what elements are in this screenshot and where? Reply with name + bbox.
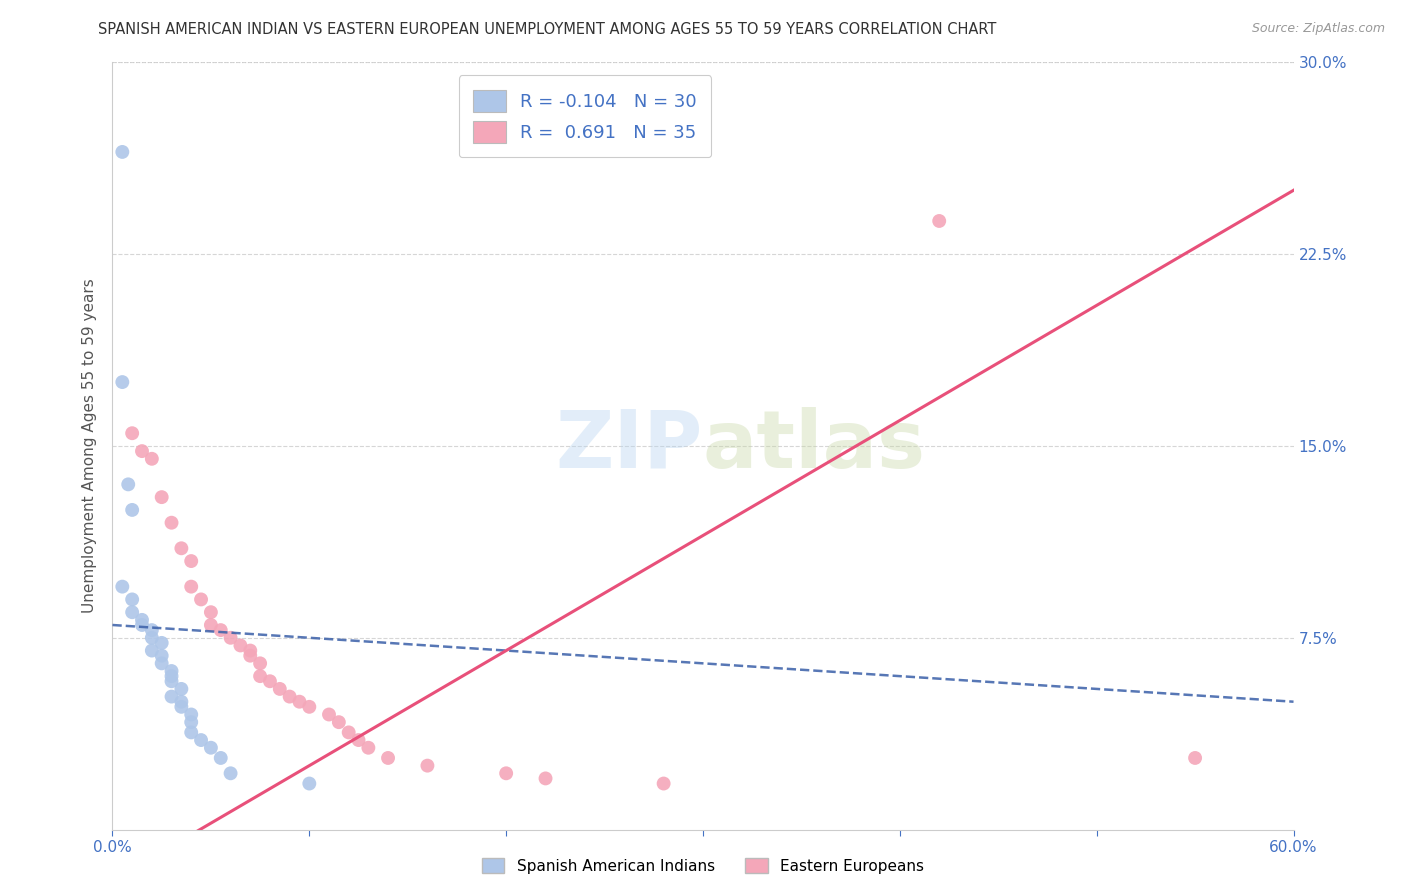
Point (209, 623, 232, 637)
Point (150, 648, 173, 663)
Point (298, 776, 321, 790)
Text: atlas: atlas (703, 407, 927, 485)
Point (328, 715, 350, 730)
Point (141, 631, 163, 645)
Point (219, 766, 242, 780)
Y-axis label: Unemployment Among Ages 55 to 59 years: Unemployment Among Ages 55 to 59 years (82, 278, 97, 614)
Point (150, 657, 173, 671)
Point (209, 751, 232, 765)
Point (337, 725, 360, 739)
Point (249, 657, 271, 671)
Point (131, 618, 153, 632)
Point (141, 623, 163, 637)
Text: SPANISH AMERICAN INDIAN VS EASTERN EUROPEAN UNEMPLOYMENT AMONG AGES 55 TO 59 YEA: SPANISH AMERICAN INDIAN VS EASTERN EUROP… (98, 22, 997, 37)
Point (495, 766, 517, 780)
Point (160, 669, 183, 683)
Point (180, 580, 202, 594)
Point (150, 490, 173, 504)
Point (269, 681, 291, 696)
Point (131, 444, 153, 458)
Point (160, 516, 183, 530)
Text: ZIP: ZIP (555, 407, 703, 485)
Point (357, 740, 380, 755)
Point (219, 631, 242, 645)
Point (298, 699, 321, 714)
Point (377, 751, 399, 765)
Point (111, 580, 134, 594)
Point (170, 695, 193, 709)
Point (318, 707, 340, 722)
Point (180, 725, 202, 739)
Point (928, 214, 950, 228)
Point (239, 643, 262, 657)
Point (160, 690, 183, 704)
Point (111, 375, 134, 389)
Point (190, 733, 212, 747)
Point (141, 451, 163, 466)
Point (200, 605, 222, 619)
Legend: Spanish American Indians, Eastern Europeans: Spanish American Indians, Eastern Europe… (475, 852, 931, 880)
Point (288, 695, 311, 709)
Text: Source: ZipAtlas.com: Source: ZipAtlas.com (1251, 22, 1385, 36)
Point (121, 426, 143, 441)
Point (200, 618, 222, 632)
Point (200, 740, 222, 755)
Point (180, 554, 202, 568)
Point (121, 605, 143, 619)
Point (347, 733, 370, 747)
Point (180, 707, 202, 722)
Point (180, 715, 202, 730)
Point (160, 664, 183, 678)
Point (141, 643, 163, 657)
Point (652, 776, 675, 790)
Point (160, 674, 183, 689)
Point (111, 145, 134, 159)
Legend: R = -0.104   N = 30, R =  0.691   N = 35: R = -0.104 N = 30, R = 0.691 N = 35 (458, 75, 711, 157)
Point (259, 674, 281, 689)
Point (121, 503, 143, 517)
Point (170, 541, 193, 556)
Point (239, 648, 262, 663)
Point (131, 613, 153, 627)
Point (190, 592, 212, 607)
Point (249, 669, 271, 683)
Point (1184, 751, 1206, 765)
Point (117, 477, 139, 491)
Point (150, 636, 173, 650)
Point (416, 758, 439, 772)
Point (170, 681, 193, 696)
Point (278, 690, 301, 704)
Point (121, 592, 143, 607)
Point (229, 639, 252, 653)
Point (534, 772, 557, 786)
Point (170, 699, 193, 714)
